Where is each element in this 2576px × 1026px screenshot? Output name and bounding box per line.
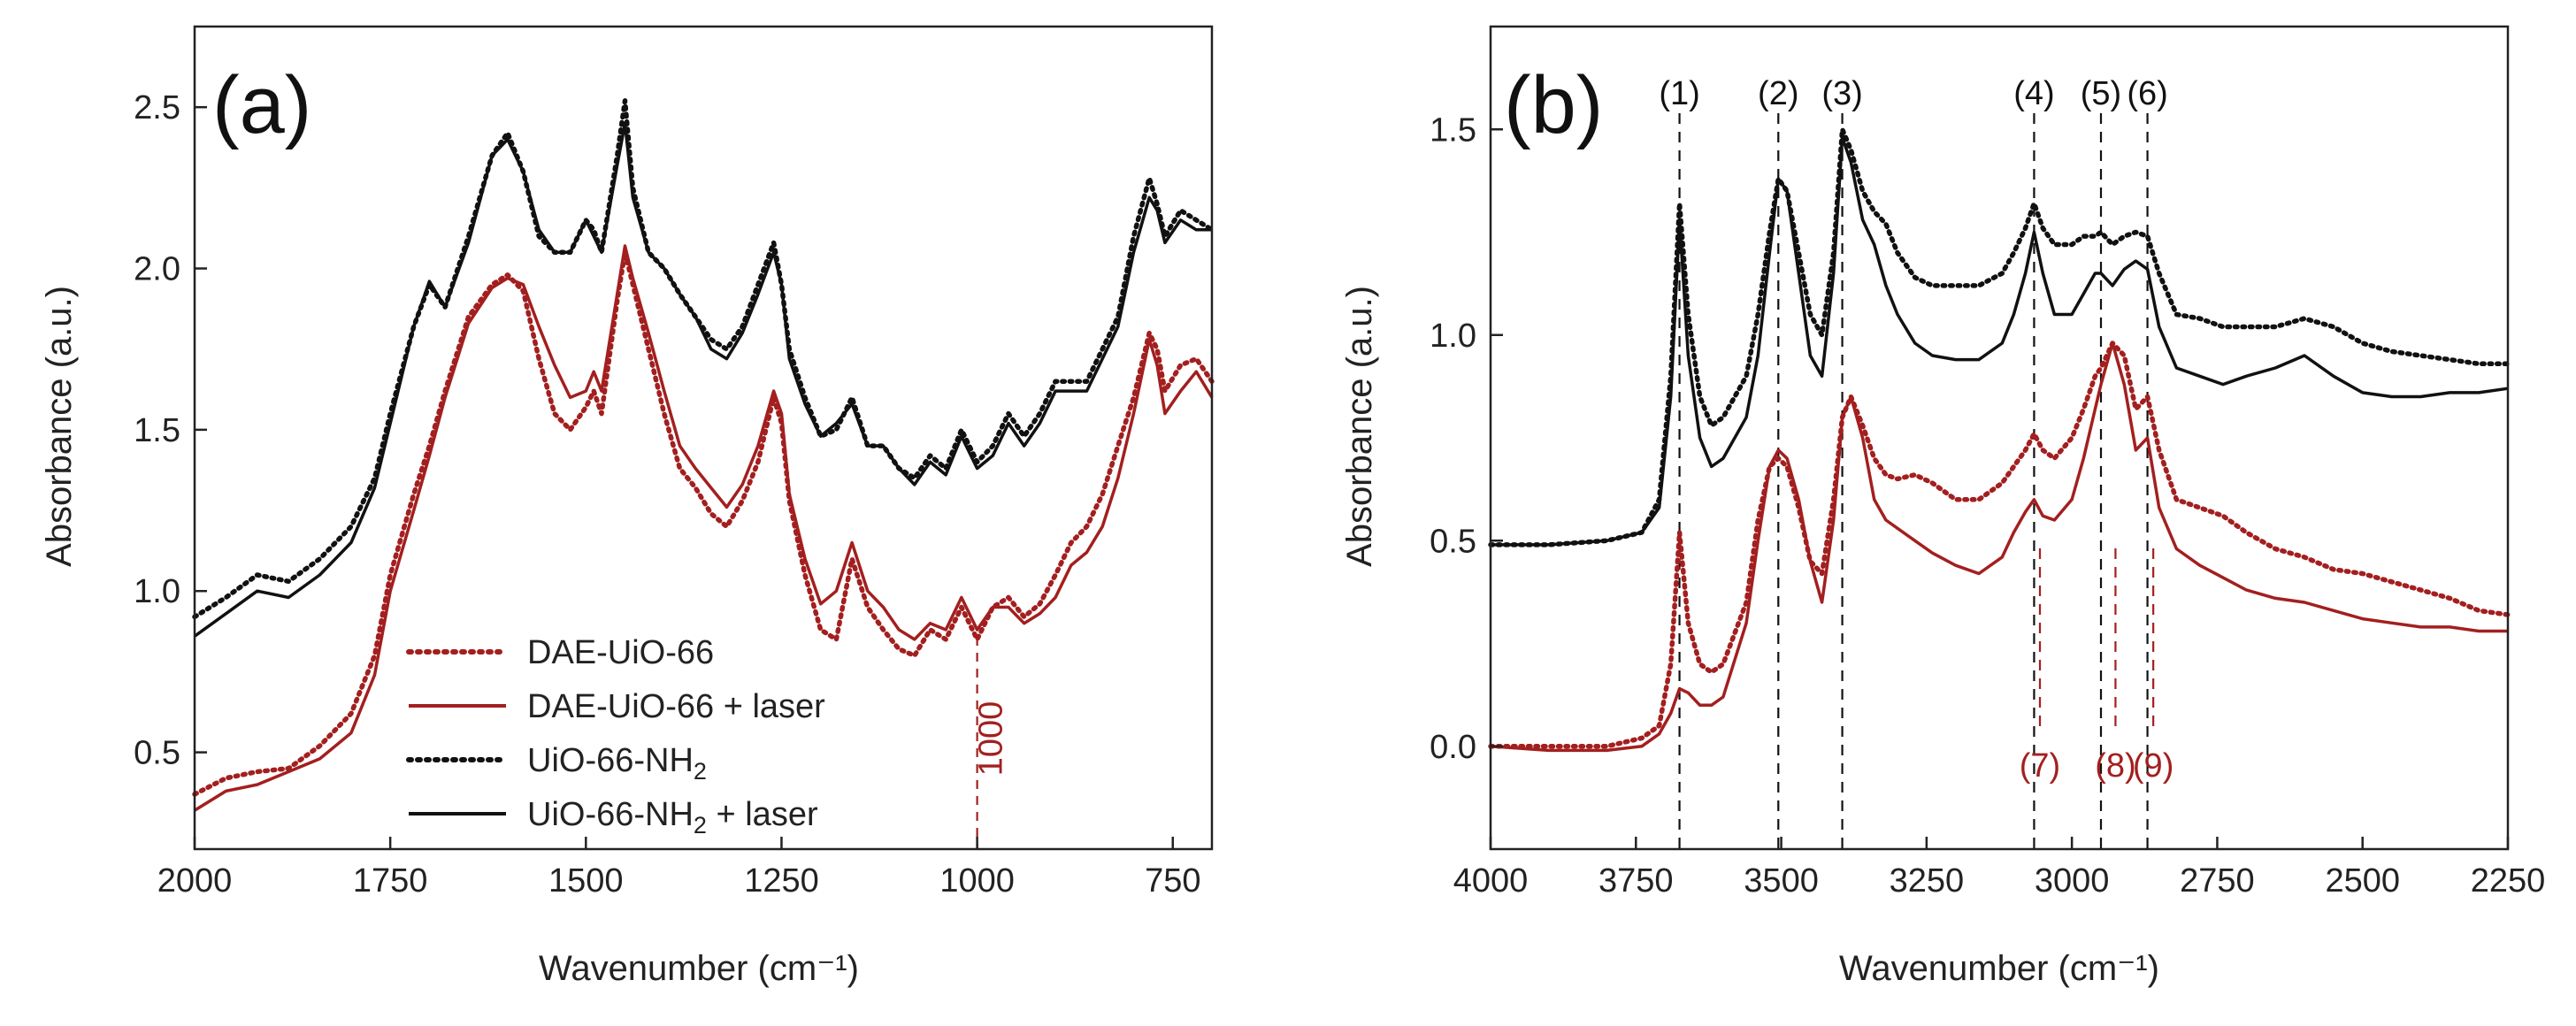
legend-label-dae-uio-66-laser: DAE-UiO-66 + laser	[527, 688, 825, 725]
panel-a-tick-layer: 2000 1750 1500 1250 1000 750 0.5 1.0 1.5 2.0 2.5	[134, 89, 1200, 900]
panel-a-ylabel: Absorbance (a.u.)	[40, 286, 79, 567]
panel-b-xtick-label: 3500	[1744, 862, 1819, 900]
panel-b-ylabel: Absorbance (a.u.)	[1340, 286, 1379, 567]
peak-label-9: (9)	[2133, 747, 2174, 785]
peak-label-5: (5)	[2081, 75, 2121, 112]
panel-b-xlabel: Wavenumber (cm⁻¹)	[1839, 949, 2159, 988]
panel-b: (b) Wavenumber (cm⁻¹) Absorbance (a.u.) …	[1340, 25, 2545, 988]
peak-label-8: (8)	[2095, 747, 2135, 785]
peak-label-3: (3)	[1821, 75, 1862, 112]
panel-a-xlabel: Wavenumber (cm⁻¹)	[539, 949, 859, 988]
series-dae-uio-66-laser-panel-a	[194, 244, 1214, 812]
series-uio-66-nh2-panel-b	[1488, 126, 2511, 547]
peak-label-4: (4)	[2013, 75, 2054, 112]
panel-a-xtick-label: 1250	[744, 862, 819, 900]
peak-label-1: (1)	[1659, 75, 1699, 112]
peak-label-2: (2)	[1758, 75, 1798, 112]
panel-b-xtick-label: 3750	[1598, 862, 1674, 900]
legend-label-uio-66-nh2-laser: UiO-66-NH2 + laser	[527, 796, 818, 838]
panel-a-xtick-label: 1000	[939, 862, 1015, 900]
peak-label-6: (6)	[2127, 75, 2167, 112]
panel-a-legend: DAE-UiO-66 DAE-UiO-66 + laser UiO-66-NH2…	[406, 634, 825, 838]
series-dae-uio-66-panel-a	[192, 249, 1215, 797]
panel-a-annotation-1000: 1000	[973, 701, 1010, 777]
panel-a-frame	[193, 25, 1214, 851]
panel-a-ytick-label: 2.5	[134, 89, 180, 126]
panel-b-peak-markers: (1) (2) (3) (4) (5) (6) (7) (8)(9)	[1659, 75, 2174, 849]
panel-b-label: (b)	[1504, 60, 1603, 150]
panel-a-xtick-label: 1500	[548, 862, 624, 900]
series-uio-66-nh2-laser-panel-a	[193, 121, 1212, 638]
peak-label-7: (7)	[2020, 747, 2060, 785]
panel-a-xtick-label: 1750	[353, 862, 428, 900]
legend-label-dae-uio-66: DAE-UiO-66	[527, 634, 714, 671]
panel-b-xtick-label: 2250	[2471, 862, 2546, 900]
panel-a-ytick-label: 1.5	[134, 412, 180, 449]
panel-b-ytick-label: 1.0	[1430, 318, 1476, 355]
panel-a-ytick-label: 0.5	[134, 735, 180, 772]
panel-a-series-layer	[192, 98, 1215, 849]
legend-label-uio-66-nh2: UiO-66-NH2	[527, 742, 707, 785]
panel-b-ytick-label: 0.5	[1430, 523, 1476, 560]
panel-a-ytick-label: 1.0	[134, 573, 180, 610]
panel-b-tick-layer: 4000 3750 3500 3250 3000 2750 2500 2250 0.0 0.5 1.…	[1430, 111, 2545, 900]
panel-a-ytick-label: 2.0	[134, 251, 180, 288]
panel-b-xtick-label: 3250	[1890, 862, 1965, 900]
panel-a-xtick-label: 2000	[157, 862, 233, 900]
panel-b-xtick-label: 3000	[2035, 862, 2110, 900]
panel-b-ytick-label: 1.5	[1430, 111, 1476, 149]
panel-b-series-layer	[1488, 126, 2511, 753]
panel-a-label: (a)	[212, 60, 311, 150]
panel-b-ytick-label: 0.0	[1430, 729, 1476, 766]
series-dae-uio-66-panel-b	[1488, 341, 2511, 749]
panel-a-xtick-label: 750	[1145, 862, 1200, 900]
panel-b-xtick-label: 2500	[2325, 862, 2400, 900]
panel-b-xtick-label: 2750	[2180, 862, 2255, 900]
series-uio-66-nh2-laser-panel-b	[1491, 135, 2509, 547]
panel-b-xtick-label: 4000	[1453, 862, 1529, 900]
panel-a: (a) Wavenumber (cm⁻¹) Absorbance (a.u.) …	[40, 25, 1215, 988]
panel-b-frame	[1489, 25, 2510, 851]
series-uio-66-nh2-panel-a	[192, 98, 1215, 620]
series-dae-uio-66-laser-panel-b	[1490, 341, 2508, 753]
